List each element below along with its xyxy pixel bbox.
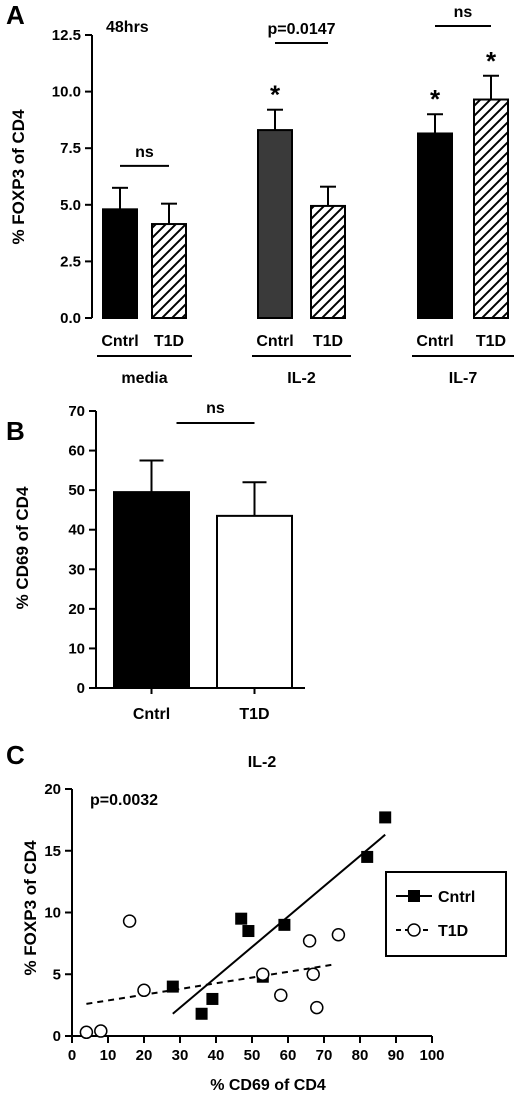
y-tick-label: 15 bbox=[44, 843, 61, 860]
data-point bbox=[361, 850, 374, 863]
legend-marker bbox=[408, 890, 420, 902]
panel-a: A 48hrs % FOXP3 of CD4 0.0 2.5 5.0 7.5 10.0 1… bbox=[6, 0, 514, 387]
x-tick-label: 40 bbox=[208, 1047, 225, 1064]
y-tick-label: 0.0 bbox=[60, 310, 81, 327]
x-tick-label: 90 bbox=[388, 1047, 405, 1064]
y-tick-label: 7.5 bbox=[60, 140, 81, 157]
panel-a-annotation: 48hrs bbox=[106, 19, 149, 36]
significance-star: * bbox=[430, 84, 441, 114]
x-tick-label: 20 bbox=[136, 1047, 153, 1064]
group-label: IL-7 bbox=[449, 370, 478, 387]
legend-marker bbox=[407, 923, 421, 937]
data-point bbox=[379, 811, 392, 824]
panel-c-xlabel: % CD69 of CD4 bbox=[210, 1077, 326, 1094]
data-point bbox=[206, 992, 219, 1005]
data-point bbox=[256, 967, 270, 981]
category-label: Cntrl bbox=[256, 333, 293, 350]
data-point bbox=[310, 1000, 324, 1015]
data-point bbox=[331, 927, 346, 942]
y-tick-label: 50 bbox=[68, 482, 85, 499]
category-label: T1D bbox=[239, 706, 269, 723]
y-tick-label: 10.0 bbox=[52, 84, 81, 101]
comparison-label: p=0.0147 bbox=[267, 21, 335, 38]
bar bbox=[417, 132, 453, 319]
panel-c-annotation: p=0.0032 bbox=[90, 792, 158, 809]
category-label: T1D bbox=[313, 333, 343, 350]
bar bbox=[102, 208, 138, 319]
data-point bbox=[278, 918, 291, 931]
bar bbox=[257, 129, 293, 319]
data-point bbox=[235, 912, 248, 925]
bar bbox=[473, 98, 509, 319]
y-tick-label: 30 bbox=[68, 561, 85, 578]
data-point bbox=[274, 988, 288, 1002]
panel-letter-c: C bbox=[6, 740, 25, 770]
y-tick-label: 0 bbox=[77, 680, 85, 697]
y-tick-label: 20 bbox=[68, 601, 85, 618]
y-tick-label: 5.0 bbox=[60, 197, 81, 214]
group-label: media bbox=[121, 370, 167, 387]
panel-c: C IL-2 p=0.0032 % FOXP3 of CD4 % CD69 of… bbox=[6, 740, 507, 1094]
fit-line bbox=[86, 963, 335, 1005]
data-point bbox=[302, 934, 317, 948]
panel-c-ylabel: % FOXP3 of CD4 bbox=[21, 840, 40, 976]
category-label: T1D bbox=[154, 333, 184, 350]
category-label: Cntrl bbox=[101, 333, 138, 350]
panel-b: B % CD69 of CD4 0 10 20 30 40 50 60 70 Cntrl T1D n… bbox=[6, 400, 305, 723]
data-point bbox=[122, 914, 137, 928]
x-tick-label: 60 bbox=[280, 1047, 297, 1064]
y-tick-label: 20 bbox=[44, 781, 61, 798]
x-tick-label: 30 bbox=[172, 1047, 189, 1064]
data-point bbox=[195, 1007, 208, 1020]
y-tick-label: 10 bbox=[44, 905, 61, 922]
y-tick-label: 60 bbox=[68, 443, 85, 460]
panel-letter-a: A bbox=[6, 0, 25, 30]
comparison-label: ns bbox=[454, 4, 473, 21]
panel-c-title: IL-2 bbox=[248, 754, 277, 771]
category-label: Cntrl bbox=[133, 706, 170, 723]
data-point bbox=[94, 1024, 108, 1038]
group-label: IL-2 bbox=[287, 370, 316, 387]
data-point bbox=[306, 967, 320, 981]
x-tick-label: 0 bbox=[68, 1047, 76, 1064]
data-point bbox=[137, 983, 151, 998]
legend-label: Cntrl bbox=[438, 889, 475, 906]
panel-letter-b: B bbox=[6, 416, 25, 446]
y-tick-label: 10 bbox=[68, 640, 85, 657]
significance-star: * bbox=[270, 80, 281, 110]
bar bbox=[151, 223, 187, 320]
y-tick-label: 2.5 bbox=[60, 253, 81, 270]
y-tick-label: 40 bbox=[68, 522, 85, 539]
y-tick-label: 0 bbox=[53, 1028, 61, 1045]
panel-a-ylabel: % FOXP3 of CD4 bbox=[9, 109, 28, 245]
legend-box bbox=[385, 871, 507, 957]
data-point bbox=[166, 980, 179, 993]
legend-label: T1D bbox=[438, 923, 468, 940]
x-tick-label: 80 bbox=[352, 1047, 369, 1064]
bar bbox=[310, 204, 346, 320]
y-tick-label: 5 bbox=[53, 966, 61, 983]
x-tick-label: 10 bbox=[100, 1047, 117, 1064]
comparison-label: ns bbox=[135, 144, 154, 161]
data-point bbox=[79, 1025, 94, 1040]
bar bbox=[113, 491, 190, 689]
y-tick-label: 70 bbox=[68, 403, 85, 420]
category-label: Cntrl bbox=[416, 333, 453, 350]
data-point bbox=[242, 925, 255, 938]
panel-b-ylabel: % CD69 of CD4 bbox=[13, 486, 32, 609]
y-tick-label: 12.5 bbox=[52, 27, 81, 44]
x-tick-label: 50 bbox=[244, 1047, 261, 1064]
comparison-label: ns bbox=[206, 400, 225, 417]
x-tick-label: 100 bbox=[419, 1047, 444, 1064]
significance-star: * bbox=[486, 46, 497, 76]
category-label: T1D bbox=[476, 333, 506, 350]
x-tick-label: 70 bbox=[316, 1047, 333, 1064]
bar bbox=[216, 514, 293, 689]
